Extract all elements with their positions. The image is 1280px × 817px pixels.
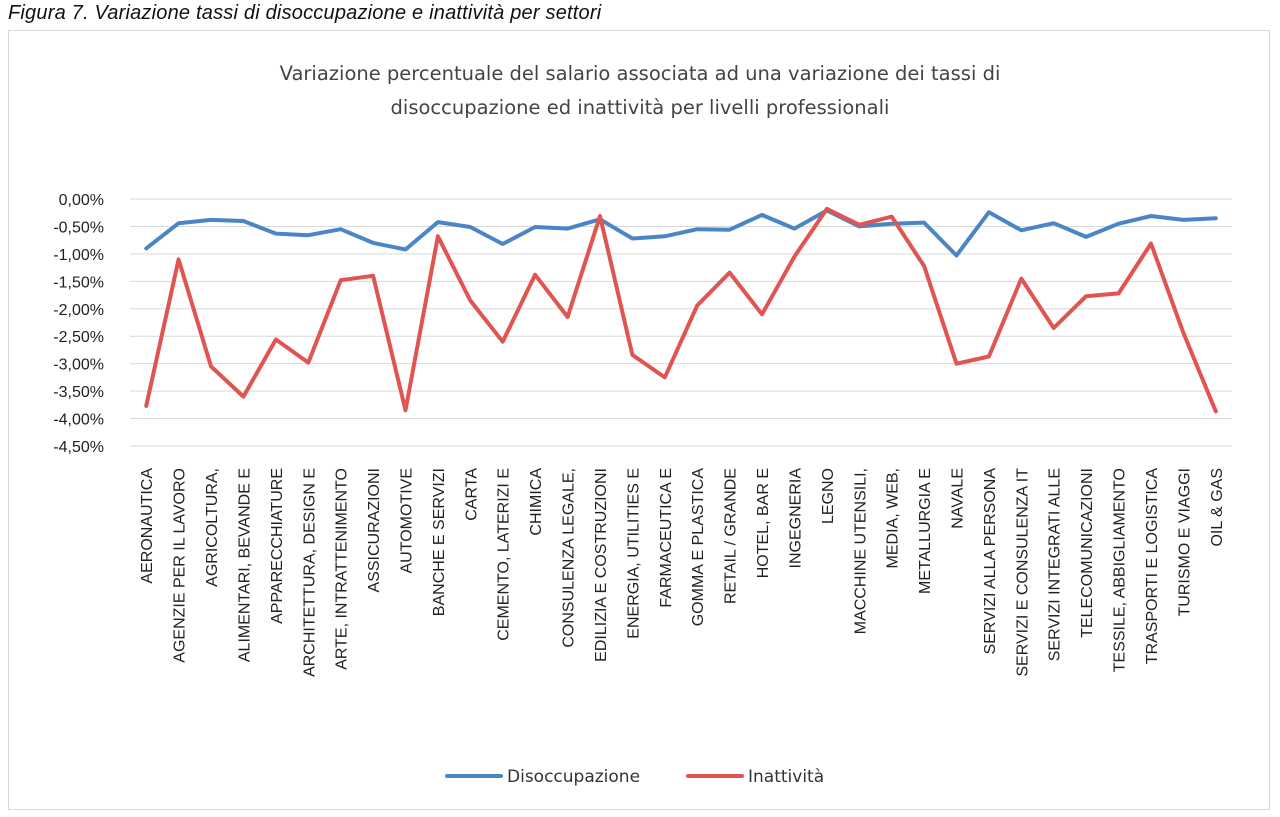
y-tick-label: -3,00% <box>53 357 104 374</box>
x-tick-label: ARTE, INTRATTENIMENTO <box>334 468 351 670</box>
series-line-inattivita <box>144 206 1218 414</box>
x-tick-label: ASSICURAZIONI <box>366 468 383 592</box>
x-tick-label: APPARECCHIATURE <box>269 468 286 624</box>
x-tick-label: AGRICOLTURA, <box>204 468 221 587</box>
x-tick-label: TRASPORTI E LOGISTICA <box>1144 468 1161 665</box>
x-tick-label: METALLURGIA E <box>917 468 934 594</box>
legend: Disoccupazione Inattività <box>445 767 824 787</box>
legend-label: Disoccupazione <box>507 767 640 787</box>
y-tick-label: 0,00% <box>59 192 104 209</box>
x-tick-label: EDILIZIA E COSTRUZIONI <box>593 468 610 662</box>
x-tick-label: CONSULENZA LEGALE, <box>561 468 578 648</box>
chart-title-line-2: disoccupazione ed inattività per livelli… <box>391 96 890 119</box>
x-tick-label: SERVIZI ALLA PERSONA <box>982 468 999 655</box>
chart-title-line-1: Variazione percentuale del salario assoc… <box>280 62 1001 85</box>
y-tick-label: -2,50% <box>53 329 104 346</box>
x-tick-label: ARCHITETTURA, DESIGN E <box>301 468 318 677</box>
x-tick-label: MACCHINE UTENSILI, <box>852 468 869 634</box>
y-tick-label: -4,00% <box>53 412 104 429</box>
x-tick-label: TESSILE, ABBIGLIAMENTO <box>1112 468 1129 672</box>
y-tick-label: -2,00% <box>53 302 104 319</box>
series-line-disoccupazione <box>144 208 1218 258</box>
y-tick-label: -1,00% <box>53 247 104 264</box>
y-tick-label: -3,50% <box>53 384 104 401</box>
x-tick-label: AGENZIE PER IL LAVORO <box>172 468 189 663</box>
x-axis-tick-labels: AERONAUTICA AGENZIE PER IL LAVORO AGRICOLT… <box>139 468 1226 677</box>
x-tick-label: BANCHE E SERVIZI <box>431 468 448 616</box>
gridlines <box>130 198 1232 447</box>
x-tick-label: SERVIZI INTEGRATI ALLE <box>1047 468 1064 661</box>
x-tick-label: CEMENTO, LATERIZI E <box>496 468 513 641</box>
x-tick-label: TURISMO E VIAGGI <box>1176 468 1193 616</box>
y-tick-label: -4,50% <box>53 439 104 456</box>
legend-label: Inattività <box>748 767 824 787</box>
y-axis-tick-labels: 0,00% -0,50% -1,00% -1,50% -2,00% -2,50% -3,00… <box>53 192 104 456</box>
x-tick-label: LEGNO <box>820 468 837 524</box>
x-tick-label: NAVALE <box>950 468 967 529</box>
series-lines <box>144 206 1218 414</box>
figure-caption: Figura 7. Variazione tassi di disoccupaz… <box>8 2 602 24</box>
x-tick-label: GOMMA E PLASTICA <box>690 468 707 627</box>
x-tick-label: AERONAUTICA <box>139 468 156 584</box>
x-tick-label: MEDIA, WEB, <box>885 468 902 568</box>
x-tick-label: ENERGIA, UTILITIES E <box>625 468 642 639</box>
x-tick-label: AUTOMOTIVE <box>399 468 416 574</box>
x-tick-label: RETAIL / GRANDE <box>723 468 740 604</box>
x-tick-label: FARMACEUTICA E <box>658 468 675 608</box>
y-tick-label: -0,50% <box>53 219 104 236</box>
x-tick-label: CHIMICA <box>528 468 545 536</box>
chart-area <box>8 30 1270 810</box>
x-tick-label: SERVIZI E CONSULENZA IT <box>1014 468 1031 677</box>
x-tick-label: ALIMENTARI, BEVANDE E <box>236 468 253 662</box>
x-tick-label: CARTA <box>463 468 480 521</box>
x-tick-label: TELECOMUNICAZIONI <box>1079 468 1096 638</box>
x-tick-label: HOTEL, BAR E <box>755 468 772 578</box>
x-tick-label: OIL & GAS <box>1209 468 1226 547</box>
y-tick-label: -1,50% <box>53 274 104 291</box>
x-tick-label: INGEGNERIA <box>787 468 804 569</box>
